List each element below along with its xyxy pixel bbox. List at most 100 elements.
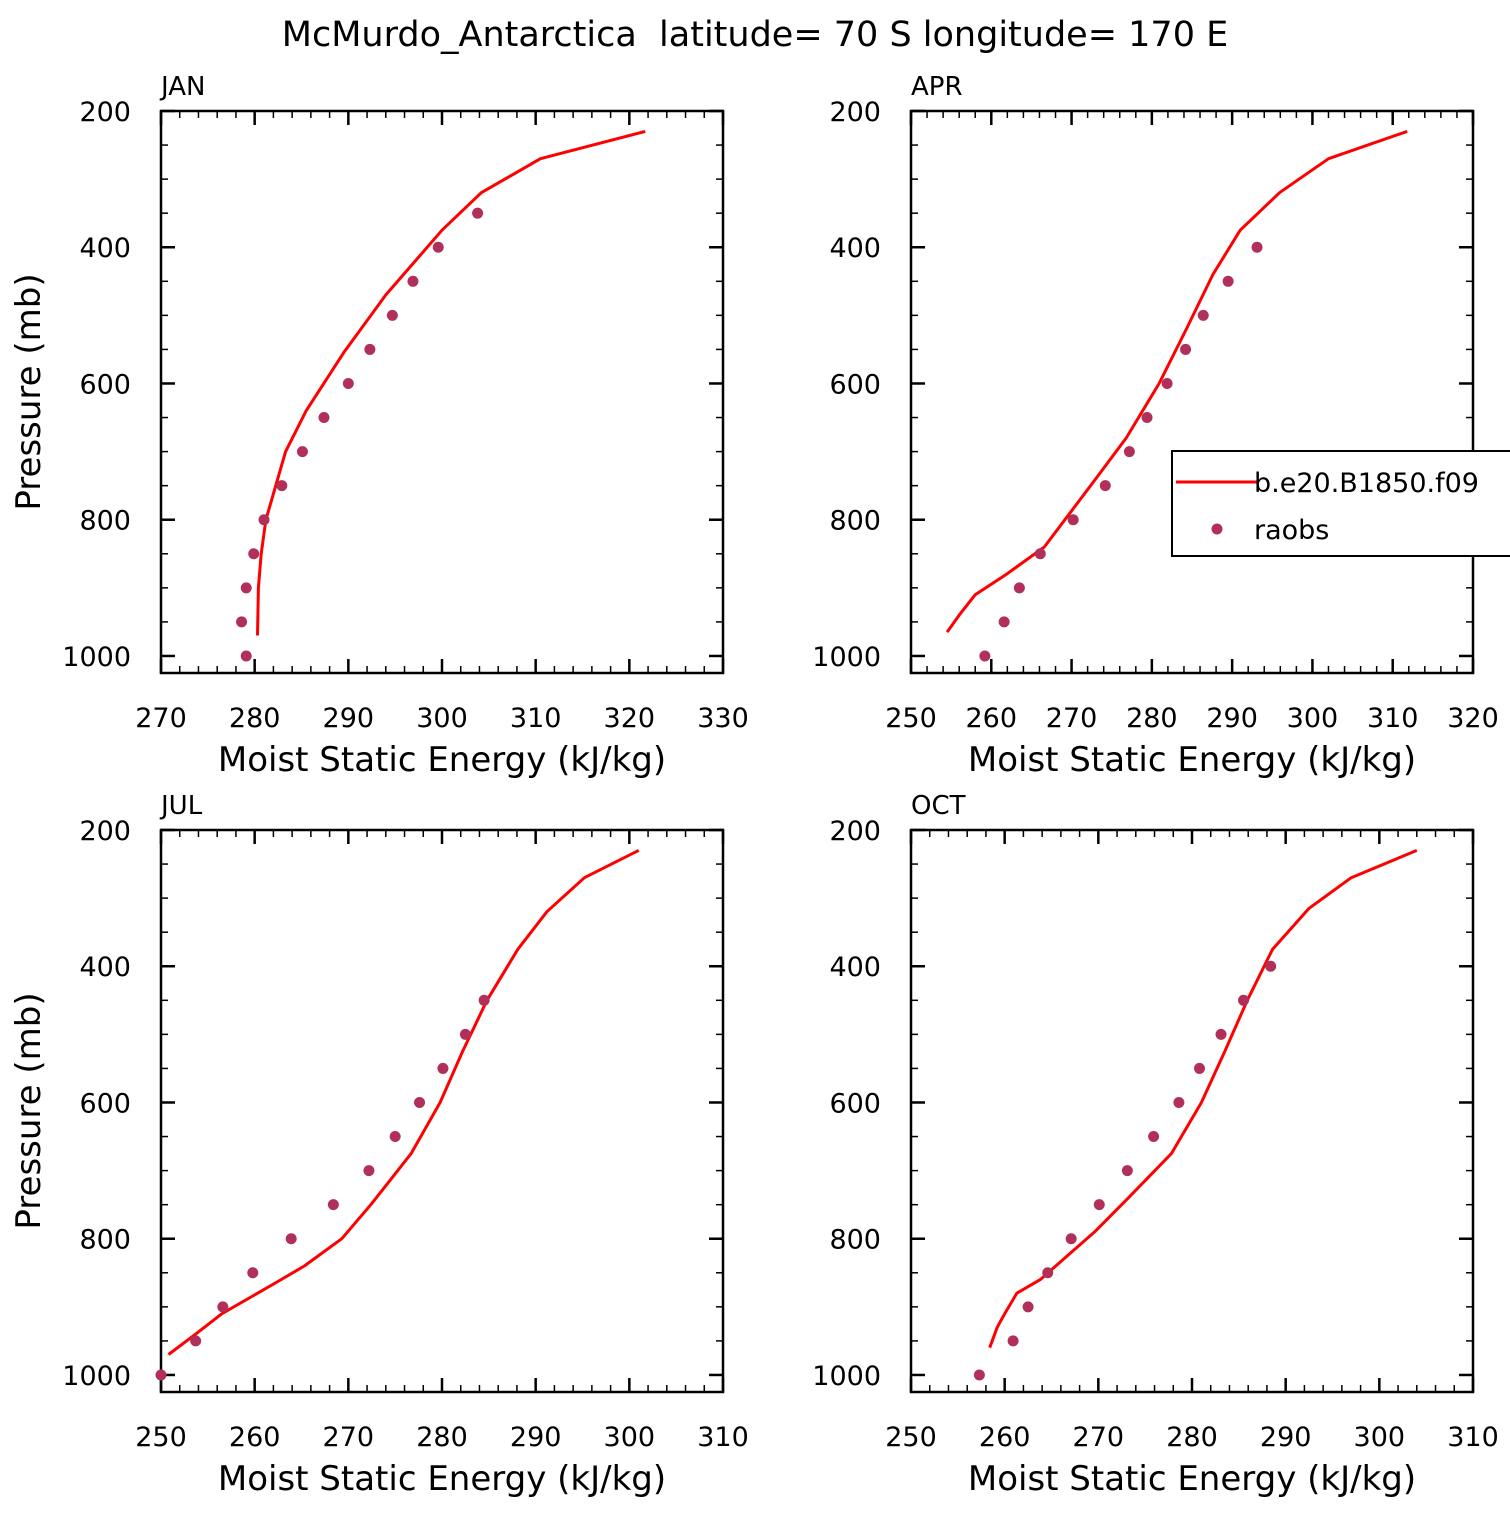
y-tick-label: 600	[79, 1088, 131, 1119]
legend-label-obs: raobs	[1254, 515, 1329, 546]
obs-point	[998, 616, 1010, 628]
x-axis-label: Moist Static Energy (kJ/kg)	[218, 1459, 666, 1499]
x-tick-label: 270	[135, 703, 187, 734]
y-tick-label: 600	[829, 369, 881, 400]
obs-point	[240, 650, 252, 662]
y-tick-label: 1000	[812, 642, 881, 673]
panel-title: JAN	[159, 72, 205, 102]
x-tick-label: 320	[1447, 703, 1499, 734]
legend-box	[1171, 450, 1510, 557]
obs-point	[1141, 412, 1153, 424]
y-tick-label: 1000	[62, 642, 131, 673]
obs-point	[217, 1301, 229, 1313]
x-tick-label: 280	[1166, 1422, 1218, 1453]
obs-point	[1065, 1233, 1077, 1245]
obs-point	[248, 548, 260, 560]
y-tick-label: 200	[79, 97, 131, 128]
obs-point	[363, 1165, 375, 1177]
obs-point	[1193, 1062, 1205, 1074]
x-tick-label: 260	[979, 1422, 1031, 1453]
x-axis-label: Moist Static Energy (kJ/kg)	[968, 1459, 1416, 1499]
panel-apr: APR 250 260 270 280 290 300 310 320 200 400 600 800 1…	[812, 72, 1498, 780]
panel-jan: JAN 270 280 290 300 310 320 330 200 400 600 800 1000…	[9, 72, 749, 780]
obs-point	[437, 1062, 449, 1074]
obs-point	[1022, 1301, 1034, 1313]
x-tick-label: 310	[510, 703, 562, 734]
legend-marker-swatch	[1211, 523, 1223, 535]
y-axis-label: Pressure (mb)	[9, 273, 49, 510]
plot-frame	[909, 828, 1475, 1394]
obs-point	[1197, 309, 1209, 321]
y-tick-label: 800	[829, 1225, 881, 1256]
obs-point	[247, 1267, 259, 1279]
y-tick-label: 400	[829, 952, 881, 983]
obs-point	[478, 994, 490, 1006]
obs-point	[342, 377, 354, 389]
x-tick-label: 250	[885, 703, 937, 734]
x-tick-label: 270	[323, 1422, 375, 1453]
obs-point	[364, 343, 376, 355]
obs-point	[973, 1369, 985, 1381]
y-tick-label: 600	[829, 1088, 881, 1119]
obs-point	[1161, 377, 1173, 389]
x-tick-label: 300	[604, 1422, 656, 1453]
y-tick-label: 1000	[812, 1361, 881, 1392]
series-line-model	[256, 129, 646, 636]
obs-point	[285, 1233, 297, 1245]
y-tick-label: 400	[79, 952, 131, 983]
obs-point	[327, 1199, 339, 1211]
obs-point	[1121, 1165, 1133, 1177]
x-tick-label: 270	[1073, 1422, 1125, 1453]
x-tick-label: 310	[1447, 1422, 1499, 1453]
obs-point	[1180, 343, 1192, 355]
obs-point	[1013, 582, 1025, 594]
y-tick-label: 1000	[62, 1361, 131, 1392]
obs-point	[1251, 241, 1263, 253]
obs-point	[318, 412, 330, 424]
obs-point	[472, 207, 484, 219]
x-tick-label: 280	[1126, 703, 1178, 734]
obs-point	[296, 446, 308, 458]
obs-point	[389, 1131, 401, 1143]
series-line-model	[167, 849, 640, 1356]
obs-point	[1093, 1199, 1105, 1211]
x-tick-label: 290	[1206, 703, 1258, 734]
x-axis-label: Moist Static Energy (kJ/kg)	[218, 740, 666, 780]
y-tick-label: 400	[79, 233, 131, 264]
x-tick-label: 300	[416, 703, 468, 734]
obs-point	[1067, 514, 1079, 526]
panel-jul: JUL 250 260 270 280 290 300 310 200 400 600 800 1000…	[9, 791, 749, 1499]
x-tick-label: 280	[229, 703, 281, 734]
figure-title: McMurdo_Antarctica latitude= 70 S longit…	[282, 15, 1228, 55]
legend-label-model: b.e20.B1850.f09	[1254, 468, 1479, 499]
x-tick-label: 290	[1260, 1422, 1312, 1453]
obs-point	[979, 650, 991, 662]
legend: b.e20.B1850.f09 raobs	[1171, 450, 1510, 557]
obs-point	[1007, 1335, 1019, 1347]
x-tick-label: 300	[1287, 703, 1339, 734]
x-tick-label: 310	[1367, 703, 1419, 734]
x-tick-label: 260	[229, 1422, 281, 1453]
y-tick-label: 800	[79, 506, 131, 537]
plot-frame	[909, 109, 1475, 675]
obs-point	[432, 241, 444, 253]
x-tick-label: 320	[604, 703, 656, 734]
obs-point	[414, 1096, 426, 1108]
obs-point	[1238, 994, 1250, 1006]
obs-point	[1042, 1267, 1054, 1279]
obs-point	[1148, 1131, 1160, 1143]
y-axis-label: Pressure (mb)	[9, 992, 49, 1229]
x-tick-label: 290	[323, 703, 375, 734]
obs-point	[1222, 275, 1234, 287]
obs-point	[276, 480, 288, 492]
x-tick-label: 270	[1046, 703, 1098, 734]
y-tick-label: 200	[829, 816, 881, 847]
x-axis-label: Moist Static Energy (kJ/kg)	[968, 740, 1416, 780]
y-tick-label: 600	[79, 369, 131, 400]
panel-oct: OCT 250 260 270 280 290 300 310 200 400 600 800 1000…	[812, 791, 1498, 1499]
obs-point	[190, 1335, 202, 1347]
x-tick-label: 250	[885, 1422, 937, 1453]
panels-group: JAN 270 280 290 300 310 320 330 200 400 600 800 1000…	[9, 72, 1499, 1499]
